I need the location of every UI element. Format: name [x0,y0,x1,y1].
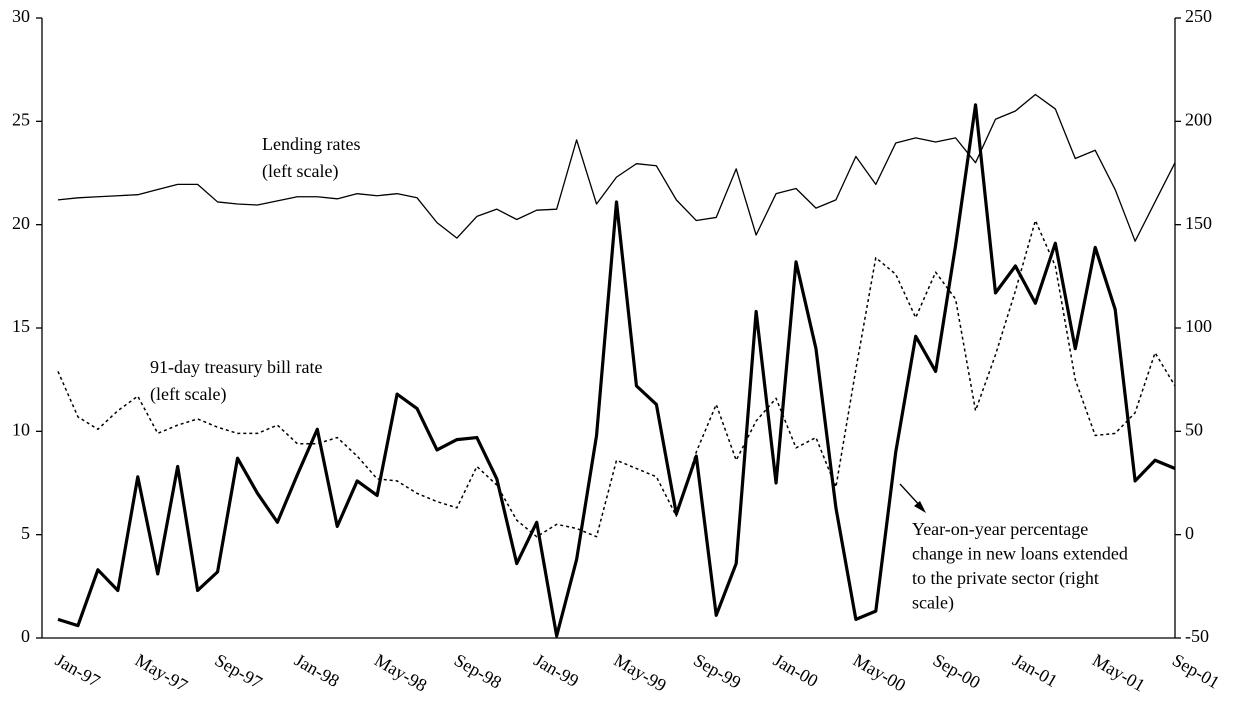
x-tick-label: Sep-98 [451,650,505,693]
y2-tick-label: 100 [1185,316,1212,336]
x-tick-label: Sep-00 [930,650,984,693]
arrow-head [914,501,926,513]
y-tick-label: 25 [12,109,30,129]
x-tick-label: May-99 [610,650,669,696]
annotation: (left scale) [150,384,226,405]
x-tick-label: May-01 [1089,650,1148,696]
y2-tick-label: 50 [1185,419,1203,439]
y-tick-label: 30 [12,6,30,26]
y2-tick-label: 200 [1185,109,1212,129]
x-tick-label: Sep-97 [212,650,266,693]
annotation: Year-on-year percentage [912,519,1088,539]
y2-tick-label: 0 [1185,523,1194,543]
x-tick-label: Jan-98 [291,650,343,691]
y-tick-label: 5 [21,523,30,543]
annotation: 91-day treasury bill rate [150,357,322,377]
x-tick-label: Jan-00 [770,650,822,691]
x-tick-label: May-98 [371,650,430,696]
x-tick-label: Jan-99 [531,650,583,691]
annotation: to the private sector (right [912,568,1099,589]
x-tick-label: Sep-99 [690,650,744,693]
y2-tick-label: 250 [1185,6,1212,26]
y-tick-label: 15 [12,316,30,336]
annotation: scale) [912,593,954,614]
series-line [57,219,1176,538]
annotation: (left scale) [262,161,338,182]
y-tick-label: 20 [12,213,30,233]
series-line [57,103,1176,638]
y2-tick-label: 150 [1185,213,1212,233]
annotation: change in new loans extended [912,544,1128,564]
annotation: Lending rates [262,134,360,154]
x-tick-label: May-00 [850,650,909,696]
x-tick-label: Jan-01 [1009,650,1061,691]
y-tick-label: 10 [12,419,30,439]
x-tick-label: Jan-97 [52,650,104,691]
x-tick-label: Sep-01 [1169,650,1223,693]
y2-tick-label: -50 [1185,626,1209,646]
y-tick-label: 0 [21,626,30,646]
series-line [57,93,1176,242]
x-tick-label: May-97 [132,650,191,696]
